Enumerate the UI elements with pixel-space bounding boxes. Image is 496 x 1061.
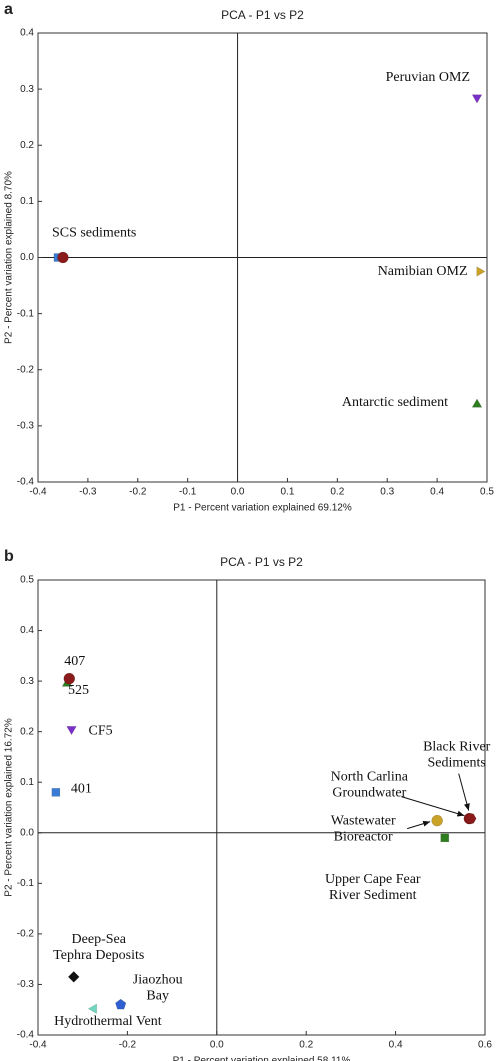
x-tick-label: 0.2 — [299, 1040, 313, 1051]
y-tick-label: 0.1 — [20, 196, 34, 207]
point-label: Deep-Sea Tephra Deposits — [53, 932, 144, 963]
point — [66, 726, 77, 736]
label-line: Tephra Deposits — [53, 948, 144, 963]
point-label: 407 — [64, 654, 85, 669]
chart-title: PCA - P1 vs P2 — [220, 555, 303, 569]
point-label: SCS sediments — [52, 226, 136, 241]
label-line: Wastewater — [331, 814, 396, 829]
y-tick-label: 0.0 — [20, 252, 34, 263]
y-tick-label: -0.2 — [17, 929, 35, 940]
x-tick-label: -0.1 — [179, 487, 197, 498]
y-tick-label: -0.3 — [17, 421, 35, 432]
point — [57, 251, 69, 264]
y-tick-label: 0.4 — [20, 625, 34, 636]
y-tick-label: 0.1 — [20, 777, 34, 788]
x-tick-label: -0.4 — [29, 487, 47, 498]
y-tick-label: -0.4 — [17, 477, 35, 488]
y-tick-label: -0.4 — [17, 1030, 35, 1041]
point-label: 525 — [68, 683, 89, 698]
label-line: Bay — [146, 989, 169, 1004]
y-tick-label: 0.2 — [20, 140, 34, 151]
point — [115, 998, 127, 1010]
x-tick-label: 0.0 — [210, 1040, 224, 1051]
annotation-arrow — [458, 773, 470, 811]
x-axis-label: P1 - Percent variation explained 58.11% — [173, 1056, 351, 1061]
point-label: CF5 — [89, 723, 113, 738]
y-tick-label: -0.3 — [17, 979, 35, 990]
y-tick-label: 0.0 — [20, 827, 34, 838]
x-tick-label: 0.6 — [478, 1040, 492, 1051]
point-label: 401 — [71, 782, 92, 797]
label-line: Black River — [423, 740, 491, 755]
panel-letter: b — [4, 548, 14, 565]
point — [67, 971, 80, 983]
point — [464, 813, 477, 824]
point-label: Upper Cape Fear River Sediment — [325, 872, 421, 903]
point — [471, 398, 483, 408]
x-tick-label: -0.4 — [29, 1040, 47, 1051]
point — [87, 1003, 97, 1014]
point — [63, 672, 76, 685]
x-tick-label: 0.1 — [280, 487, 294, 498]
point-label: Antarctic sediment — [342, 395, 448, 410]
y-axis-label: P2 - Percent variation explained 8.70% — [4, 171, 15, 344]
point — [471, 94, 483, 104]
annotation-arrow — [407, 820, 431, 830]
y-tick-label: 0.4 — [20, 28, 34, 39]
y-tick-label: 0.3 — [20, 676, 34, 687]
panel-letter: a — [4, 1, 13, 18]
y-tick-label: 0.5 — [20, 575, 34, 586]
x-tick-label: -0.3 — [79, 487, 97, 498]
chart-title: PCA - P1 vs P2 — [221, 8, 304, 22]
label-line: Groundwater — [332, 786, 406, 801]
y-tick-label: -0.2 — [17, 364, 35, 375]
y-tick-label: 0.3 — [20, 84, 34, 95]
y-tick-label: -0.1 — [17, 878, 35, 889]
label-line: Jiaozhou — [133, 973, 183, 988]
point-label: Jiaozhou Bay — [133, 973, 183, 1004]
y-tick-label: 0.2 — [20, 726, 34, 737]
point-label: Wastewater Bioreactor — [331, 814, 396, 845]
point-label: Namibian OMZ — [378, 264, 468, 279]
point-label: Black River Sediments — [423, 740, 491, 771]
x-tick-label: 0.2 — [330, 487, 344, 498]
label-line: Sediments — [428, 756, 486, 771]
point — [51, 788, 61, 797]
x-tick-label: 0.4 — [389, 1040, 403, 1051]
plot-frame — [37, 579, 486, 1036]
label-line: Deep-Sea — [72, 932, 127, 947]
x-axis-label: P1 - Percent variation explained 69.12% — [173, 503, 352, 514]
x-tick-label: 0.5 — [480, 487, 494, 498]
y-axis-label: P2 - Percent variation explained 16.72% — [4, 718, 15, 897]
point-label: Hydrothermal Vent — [54, 1014, 162, 1029]
x-tick-label: 0.0 — [231, 487, 245, 498]
point-label: Peruvian OMZ — [386, 70, 470, 85]
x-tick-label: -0.2 — [129, 487, 147, 498]
point-label: North Carlina Groundwater — [331, 770, 409, 801]
label-line: River Sediment — [329, 888, 417, 903]
point — [431, 814, 443, 827]
point — [476, 266, 486, 277]
x-tick-label: 0.4 — [430, 487, 444, 498]
point — [440, 833, 450, 843]
label-line: North Carlina — [331, 770, 409, 785]
x-tick-label: -0.2 — [119, 1040, 137, 1051]
annotation-arrow — [401, 796, 465, 817]
label-line: Bioreactor — [334, 830, 393, 845]
x-tick-label: 0.3 — [380, 487, 394, 498]
label-line: Upper Cape Fear — [325, 872, 421, 887]
y-tick-label: -0.1 — [17, 308, 35, 319]
